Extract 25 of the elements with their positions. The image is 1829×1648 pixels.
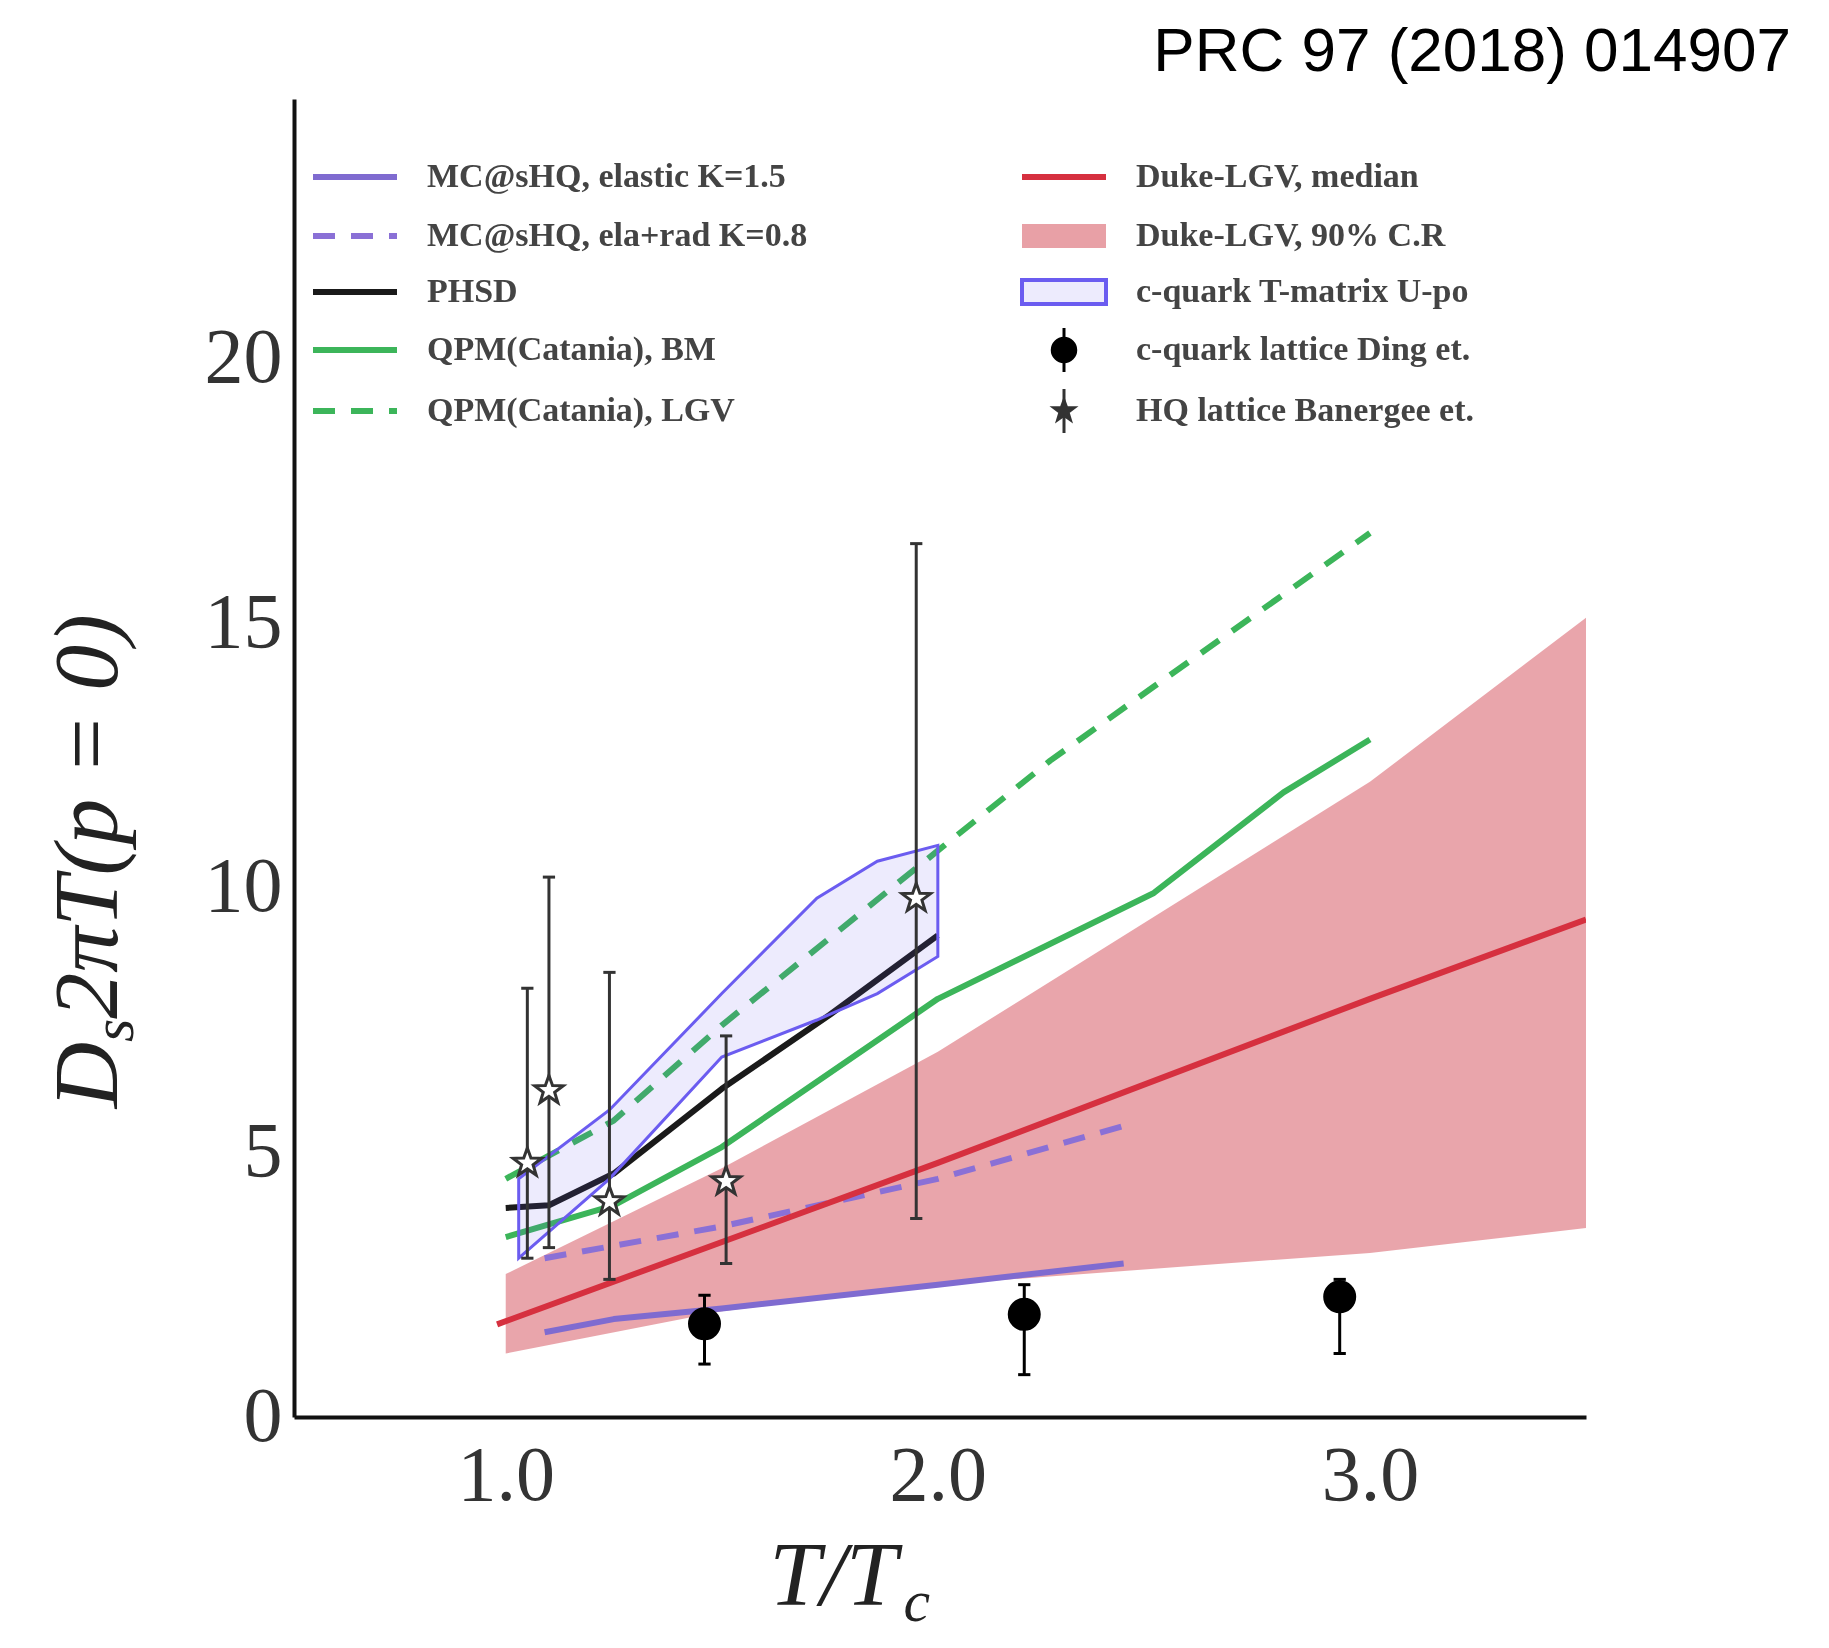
point: [1323, 1280, 1357, 1314]
legend-label: HQ lattice Banergee et.: [1136, 391, 1474, 428]
legend-label: QPM(Catania), LGV: [427, 391, 736, 429]
y-axis-title: Ds2πT(p = 0): [35, 614, 146, 1111]
legend-label: QPM(Catania), BM: [427, 330, 716, 368]
legend-label: Duke-LGV, 90% C.R: [1136, 216, 1446, 253]
y-tick-label: 20: [204, 311, 283, 399]
x-tick-label: 2.0: [889, 1429, 988, 1517]
legend-label: Duke-LGV, median: [1136, 157, 1419, 194]
x-tick-label: 1.0: [457, 1429, 555, 1517]
point: [509, 1146, 546, 1179]
legend-label: c-quark lattice Ding et.: [1136, 330, 1471, 367]
legend-label: c-quark T-matrix U-po: [1136, 272, 1469, 309]
point: [591, 1185, 628, 1218]
y-tick-label: 5: [243, 1105, 283, 1193]
point: [688, 1307, 721, 1341]
y-tick-label: 10: [204, 841, 283, 929]
point: [1007, 1297, 1041, 1331]
legend-label: MC@sHQ, ela+rad K=0.8: [427, 216, 808, 253]
x-tick-label: 3.0: [1321, 1429, 1420, 1517]
text: PRC 97 (2018) 014907: [1153, 15, 1791, 84]
legend-label: PHSD: [427, 272, 518, 309]
legend-label: MC@sHQ, elastic K=1.5: [427, 157, 786, 194]
y-tick-label: 15: [204, 576, 283, 664]
y-tick-label: 0: [243, 1370, 283, 1458]
